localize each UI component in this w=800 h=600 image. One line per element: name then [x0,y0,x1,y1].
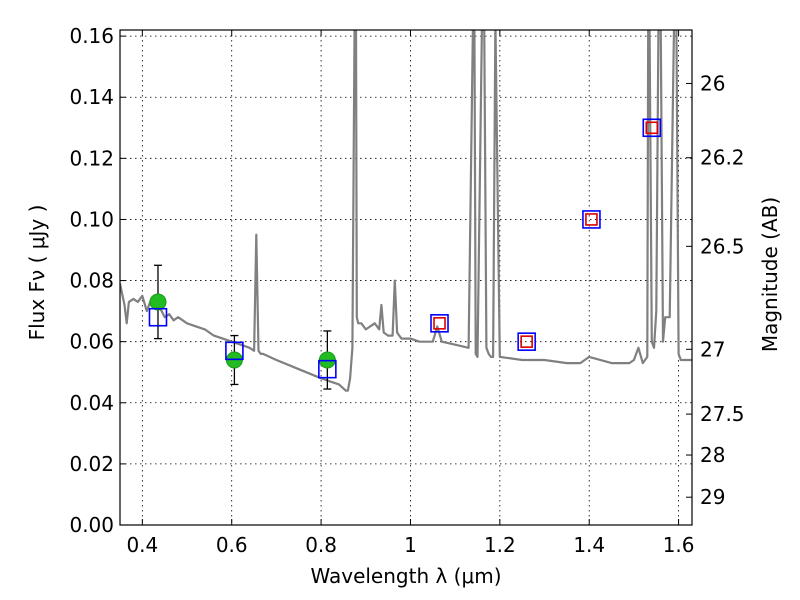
y-tick-label: 0.08 [69,269,114,293]
model-square-red [645,121,659,135]
right-tick-label: 28 [700,443,725,467]
right-axis-label: Magnitude (AB) [758,197,782,352]
y-tick-label: 0.04 [69,391,114,415]
x-tick-label: 1.4 [573,533,605,557]
right-axis-ticks: 26 26.2 26.5 27 27.5 28 29 [686,71,745,509]
y-tick-label: 0.02 [69,452,114,476]
model-square-blue [642,118,662,138]
plot-frame [119,29,693,526]
grid-lines [120,30,692,526]
observed-point [149,293,167,311]
y-axis-label: Flux Fν ( μJy ) [25,205,49,341]
right-tick-label: 26.2 [700,146,745,170]
right-tick-label: 29 [700,485,725,509]
x-tick-label: 1 [404,533,417,557]
x-tick-label: 1.6 [663,533,695,557]
model-square-blue [582,210,601,229]
model-square-blue [430,314,449,333]
x-axis-ticks: 0.4 0.6 0.8 1 1.2 1.4 1.6 [126,30,695,557]
model-square-blue [318,359,337,379]
y-tick-label: 0.06 [69,330,114,354]
y-tick-label: 0.12 [69,146,114,170]
model-square-blue [517,332,536,351]
y-tick-label: 0.10 [69,207,114,231]
model-square-red [585,213,598,226]
right-tick-label: 26 [700,71,725,95]
x-tick-label: 0.4 [126,533,158,557]
sed-path [120,30,692,392]
y-tick-label: 0.00 [69,513,114,537]
y-tick-label: 0.16 [69,24,114,48]
model-square-red [433,317,446,330]
sed-model-line [120,30,692,392]
right-tick-label: 27.5 [700,402,745,426]
x-tick-label: 1.2 [484,533,516,557]
x-tick-label: 0.6 [216,533,248,557]
x-tick-label: 0.8 [305,533,337,557]
model-square-blue [225,341,244,361]
model-squares [148,118,662,379]
x-axis-label: Wavelength λ (μm) [310,564,501,588]
model-square-red [520,335,533,348]
right-tick-label: 26.5 [700,234,745,258]
y-axis-ticks: 0.00 0.02 0.04 0.06 0.08 0.10 0.12 0.14 0.16 [69,24,126,537]
right-tick-label: 27 [700,337,725,361]
model-square-blue [148,307,168,327]
y-tick-label: 0.14 [69,85,114,109]
